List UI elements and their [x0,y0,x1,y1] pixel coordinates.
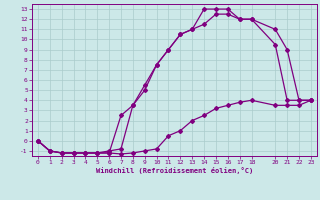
X-axis label: Windchill (Refroidissement éolien,°C): Windchill (Refroidissement éolien,°C) [96,167,253,174]
